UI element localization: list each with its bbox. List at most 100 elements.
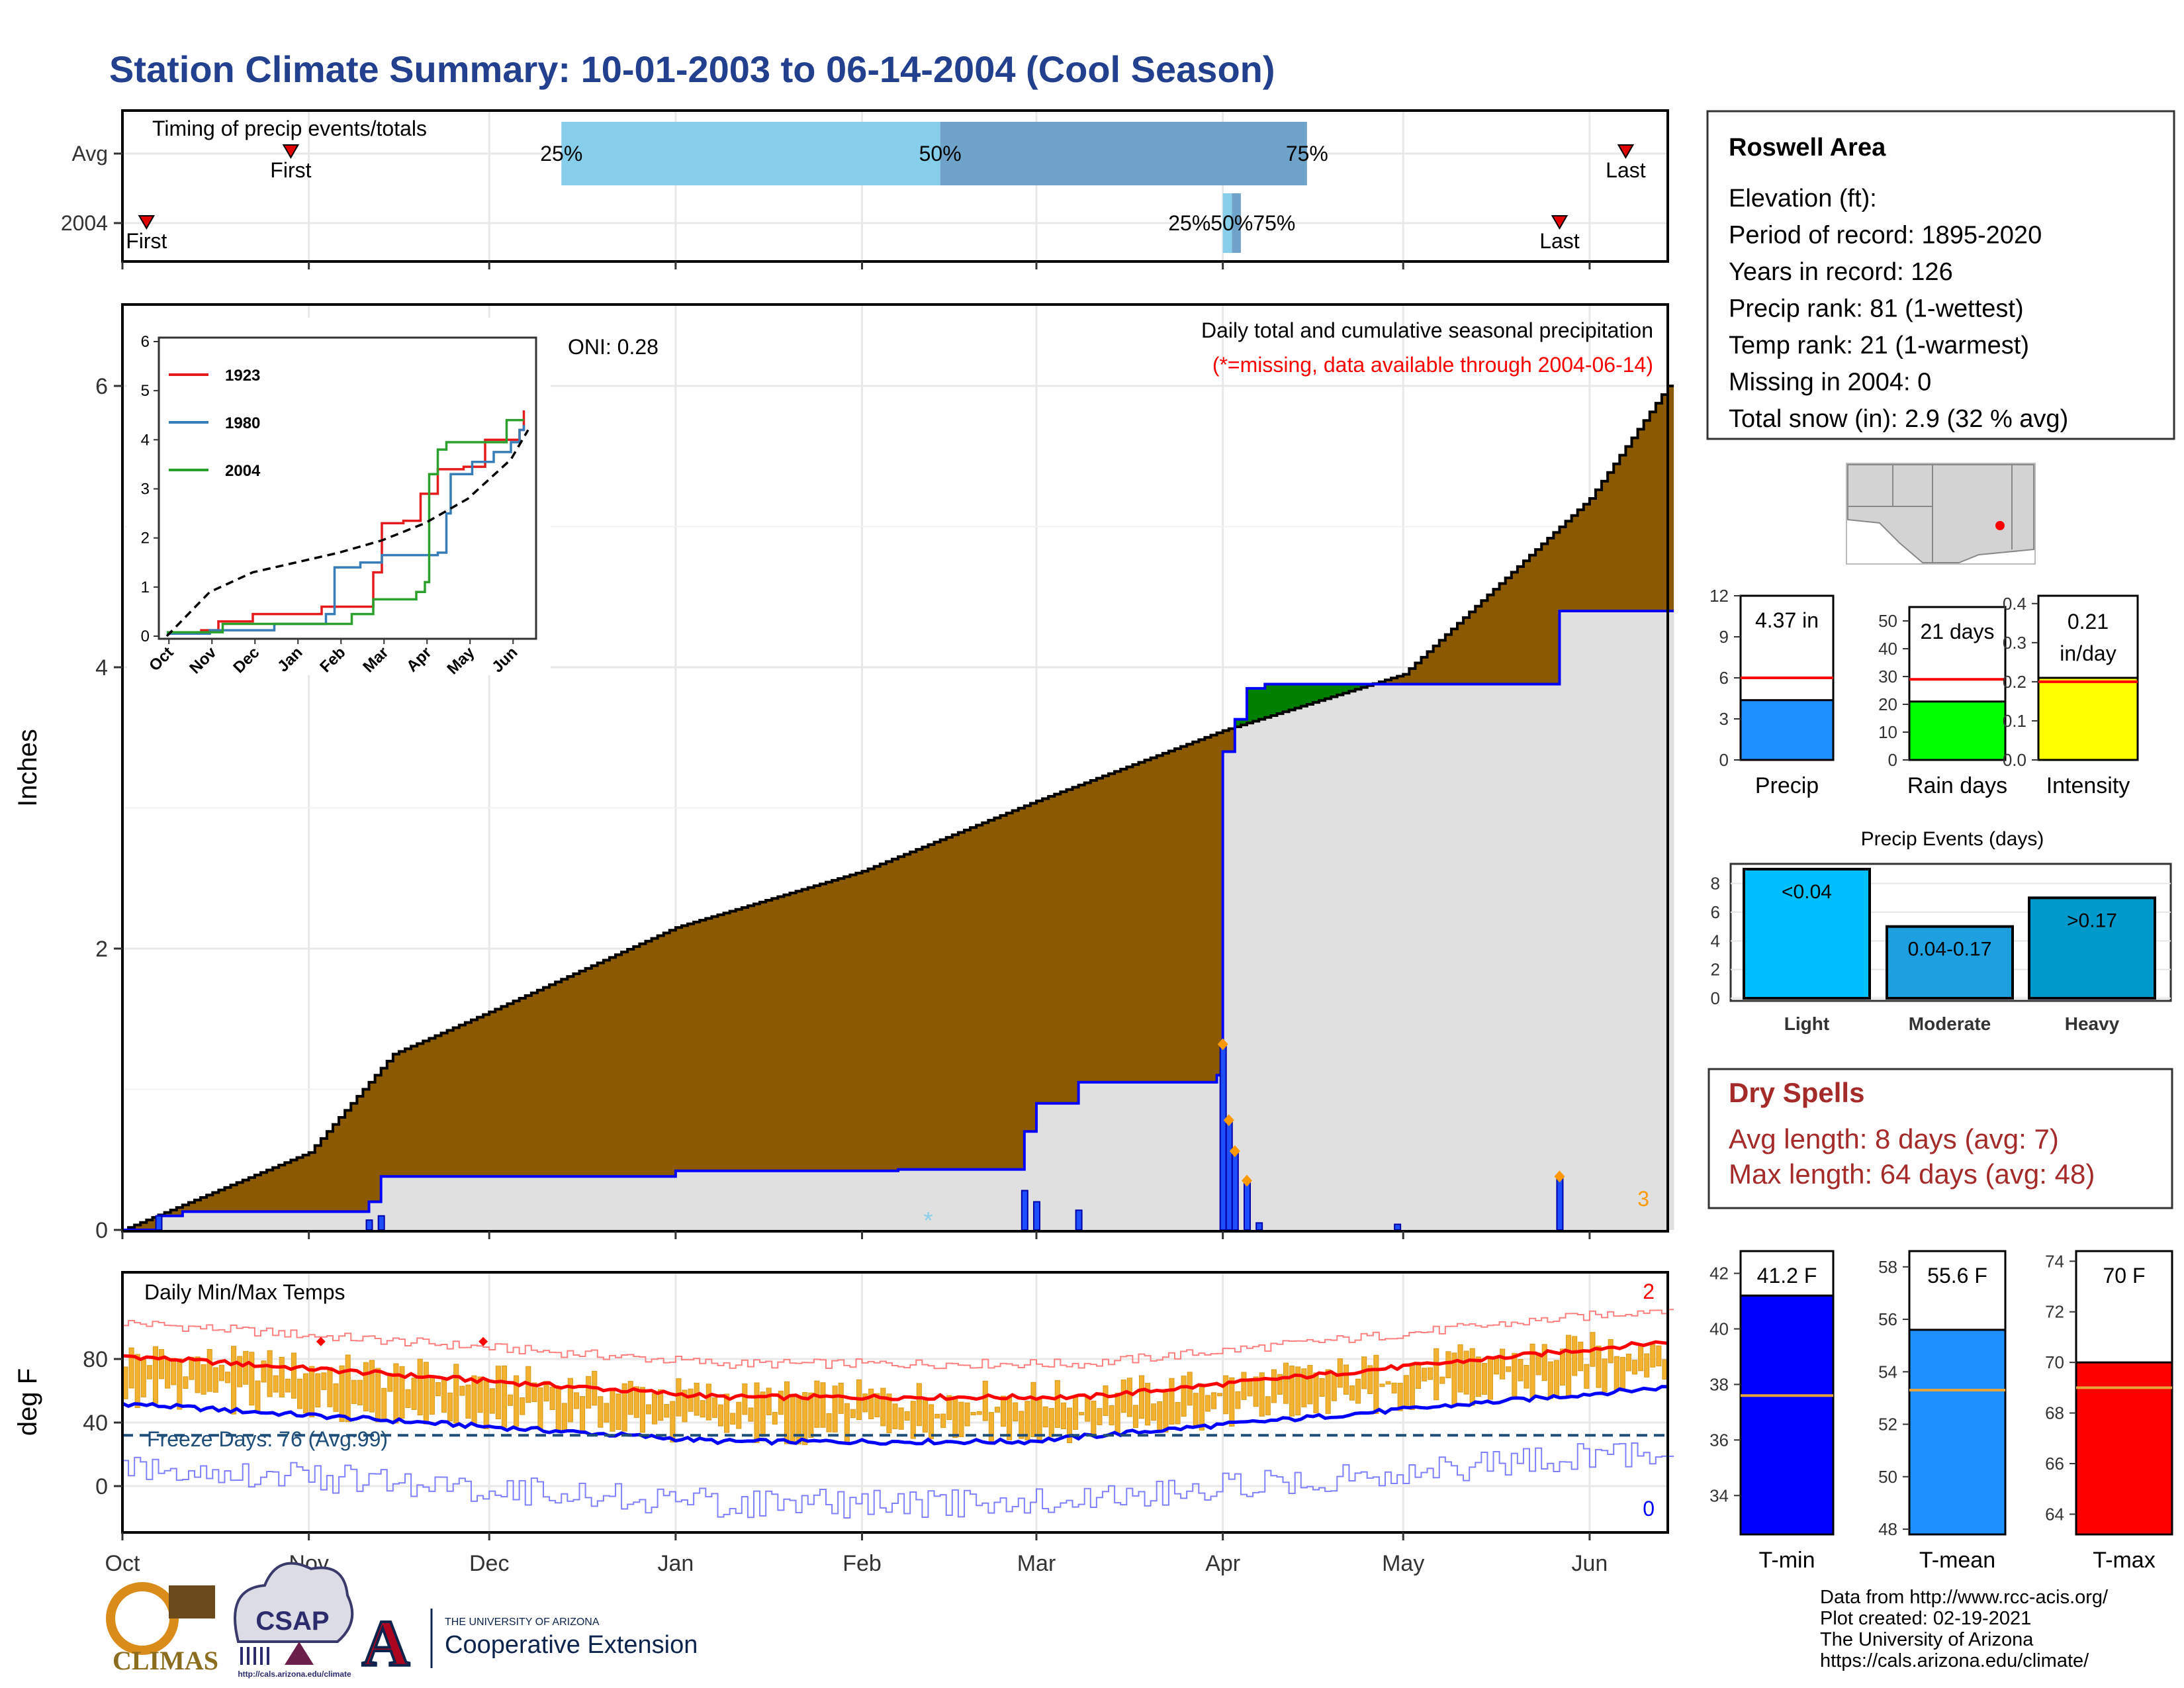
summary-1-y-tick-label: 0 xyxy=(1888,750,1897,770)
temp-bar-0-y-tick-label: 38 xyxy=(1709,1374,1729,1394)
summary-1-y-tick-label: 40 xyxy=(1878,639,1897,659)
daily-precip-bar xyxy=(1075,1209,1083,1231)
daily-temp-range-bar xyxy=(645,1404,652,1415)
daily-temp-range-bar xyxy=(183,1376,189,1389)
inset-y-tick-label: 6 xyxy=(141,333,150,351)
timing-avg-last-marker xyxy=(1617,144,1635,159)
daily-temp-range-bar xyxy=(1163,1392,1169,1432)
daily-temp-range-bar xyxy=(754,1382,760,1444)
temp-y-axis-title: deg F xyxy=(13,1368,42,1436)
timing-avg-first-label: First xyxy=(270,158,311,182)
daily-temp-range-bar xyxy=(152,1346,159,1404)
daily-precip-bar xyxy=(1394,1223,1402,1231)
daily-temp-range-bar xyxy=(1307,1365,1313,1405)
summary-1-value-text: 21 days xyxy=(1920,620,1994,643)
daily-temp-range-bar xyxy=(796,1395,802,1444)
timing-2004-percent-labels: 25%50%75% xyxy=(1168,211,1295,235)
summary-2-value-text: 0.21 xyxy=(2068,610,2109,633)
temp-bar-0-label: T-min xyxy=(1759,1548,1815,1573)
daily-temp-range-bar xyxy=(1500,1348,1506,1380)
daily-temp-range-bar xyxy=(531,1382,537,1402)
daily-temp-range-bar xyxy=(140,1358,146,1397)
timing-2004-q2-bar xyxy=(1232,193,1241,253)
daily-temp-range-bar xyxy=(243,1350,249,1385)
daily-temp-range-bar xyxy=(507,1394,514,1406)
daily-temp-range-bar xyxy=(1391,1382,1397,1393)
events-bar-label: <0.04 xyxy=(1782,881,1832,903)
daily-temp-range-bar xyxy=(1415,1364,1421,1389)
daily-temp-range-bar xyxy=(952,1396,958,1438)
precip-y-tick-label: 4 xyxy=(95,655,108,680)
temp-bar-2-y-tick-label: 74 xyxy=(2045,1251,2064,1271)
station-info-line: Missing in 2004: 0 xyxy=(1729,369,1931,397)
daily-temp-range-bar xyxy=(1355,1378,1361,1404)
temp-bar-1-y-tick-label: 56 xyxy=(1878,1309,1897,1329)
daily-temp-range-bar xyxy=(1650,1344,1656,1368)
daily-temp-range-bar xyxy=(249,1352,255,1406)
daily-temp-range-bar xyxy=(1421,1368,1428,1382)
daily-precip-bar xyxy=(1033,1201,1041,1231)
daily-temp-range-bar xyxy=(201,1364,206,1395)
daily-temp-range-bar xyxy=(1277,1374,1283,1395)
daily-temp-range-bar xyxy=(1024,1401,1030,1440)
daily-precip-bar xyxy=(1244,1180,1251,1231)
temp-bar-1-y-tick-label: 50 xyxy=(1878,1467,1897,1487)
timing-2004-last-marker xyxy=(1551,215,1569,230)
timing-avg-p50-label: 50% xyxy=(919,142,962,165)
daily-temp-range-bar xyxy=(1126,1378,1132,1417)
daily-temp-range-bar xyxy=(1524,1364,1529,1389)
daily-temp-range-bar xyxy=(1241,1372,1247,1400)
daily-temp-range-bar xyxy=(435,1382,441,1397)
daily-temp-range-bar xyxy=(784,1381,790,1444)
timing-panel: Timing of precip events/totals Avg 2004 25%… xyxy=(61,109,1669,269)
summary-2-value-text: in/day xyxy=(2060,641,2116,665)
precip-missing-note: (*=missing, data available through 2004-… xyxy=(1212,353,1653,377)
daily-temp-range-bar xyxy=(850,1409,856,1419)
dry-spells-frame xyxy=(1707,1068,2173,1209)
summary-0-y-tick-label: 0 xyxy=(1719,750,1729,770)
daily-temp-range-bar xyxy=(1073,1395,1079,1430)
timing-2004-first-marker xyxy=(138,215,156,230)
daily-temp-range-bar xyxy=(369,1360,375,1413)
summary-2-y-tick-label: 0.1 xyxy=(2003,711,2026,731)
x-axis-month-label: Oct xyxy=(105,1551,140,1576)
temp-bar-2-label: T-max xyxy=(2093,1548,2155,1573)
summary-0-y-tick-label: 3 xyxy=(1719,709,1729,729)
daily-temp-range-bar xyxy=(826,1413,832,1432)
temp-bar-1-y-tick-label: 48 xyxy=(1878,1519,1897,1539)
ua-logo-icon: A xyxy=(362,1607,410,1680)
daily-temp-range-bar xyxy=(838,1382,844,1414)
daily-temp-range-bar xyxy=(1475,1356,1481,1397)
timing-avg-q1-bar xyxy=(561,122,940,185)
daily-temp-range-bar xyxy=(303,1373,309,1414)
precip-note: Daily total and cumulative seasonal prec… xyxy=(1201,318,1653,342)
daily-temp-range-bar xyxy=(976,1411,982,1415)
temp-bar-1-value-text: 55.6 F xyxy=(1927,1264,1987,1288)
daily-temp-range-bar xyxy=(1229,1377,1235,1427)
csap-cloud-icon xyxy=(234,1562,354,1643)
daily-temp-range-bar xyxy=(447,1392,453,1422)
daily-temp-range-bar xyxy=(411,1378,417,1410)
climas-logo-block xyxy=(169,1585,215,1618)
inset-y-tick-label: 4 xyxy=(141,431,150,449)
record-high-line xyxy=(122,1309,1674,1370)
daily-temp-range-bar xyxy=(333,1383,339,1412)
climas-logo-text: CLIMAS xyxy=(113,1646,218,1675)
station-location-dot xyxy=(1995,521,2005,530)
daily-temp-range-bar xyxy=(195,1356,201,1393)
daily-temp-range-bar xyxy=(1379,1383,1385,1387)
daily-temp-range-bar xyxy=(1385,1381,1391,1385)
csap-mountain-icon xyxy=(285,1642,314,1665)
inset-series-line xyxy=(167,410,525,635)
daily-temp-range-bar xyxy=(1614,1356,1619,1391)
daily-temp-range-bar xyxy=(441,1378,447,1413)
daily-temp-range-bar xyxy=(1566,1335,1572,1398)
daily-temp-range-bar xyxy=(862,1393,868,1413)
daily-temp-range-bar xyxy=(1091,1401,1097,1434)
daily-temp-range-bar xyxy=(357,1380,363,1405)
daily-temp-range-bar xyxy=(171,1358,177,1385)
daily-temp-range-bar xyxy=(1584,1364,1590,1389)
daily-temp-range-bar xyxy=(1223,1375,1229,1415)
temp-bar-0-y-tick-label: 42 xyxy=(1709,1264,1729,1284)
events-y-tick-label: 8 xyxy=(1711,874,1720,894)
